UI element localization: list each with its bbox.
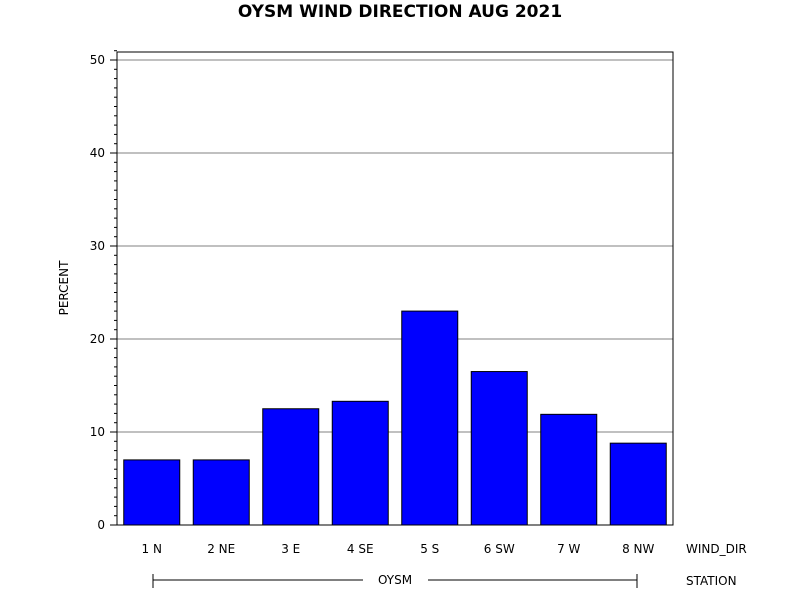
y-tick-label: 0: [97, 518, 105, 532]
y-tick-label: 10: [90, 425, 105, 439]
bar: [192, 459, 250, 526]
x-tick-label: 3 E: [281, 542, 300, 556]
y-axis: 0 10 20 30 40 50: [90, 50, 117, 532]
bar: [123, 459, 181, 526]
x-tick-label: 7 W: [557, 542, 580, 556]
bar: [470, 371, 528, 526]
chart-title: OYSM WIND DIRECTION AUG 2021: [238, 2, 562, 22]
y-tick-label: 20: [90, 332, 105, 346]
station-group-label: OYSM: [378, 573, 412, 587]
bar: [401, 310, 459, 526]
x-tick-label: 5 S: [420, 542, 439, 556]
x-tick-label: 2 NE: [207, 542, 235, 556]
x-axis-tick-labels: 1 N 2 NE 3 E 4 SE 5 S 6 SW 7 W 8 NW: [142, 542, 655, 556]
x-axis-label: WIND_DIR: [686, 542, 747, 556]
bars: [123, 310, 667, 526]
y-tick-label: 50: [90, 53, 105, 67]
y-axis-label: PERCENT: [57, 260, 71, 315]
x-tick-label: 8 NW: [622, 542, 654, 556]
plot-frame: [116, 51, 674, 526]
x-tick-label: 6 SW: [484, 542, 515, 556]
y-tick-label: 30: [90, 239, 105, 253]
station-axis-label: STATION: [686, 574, 737, 588]
x-tick-label: 1 N: [142, 542, 162, 556]
gridlines: [117, 59, 673, 433]
x-tick-label: 4 SE: [347, 542, 374, 556]
bar: [262, 408, 320, 526]
y-tick-label: 40: [90, 146, 105, 160]
station-group-bracket: OYSM: [152, 573, 638, 588]
bar: [540, 413, 598, 526]
bar: [331, 400, 389, 526]
bar: [609, 442, 667, 526]
